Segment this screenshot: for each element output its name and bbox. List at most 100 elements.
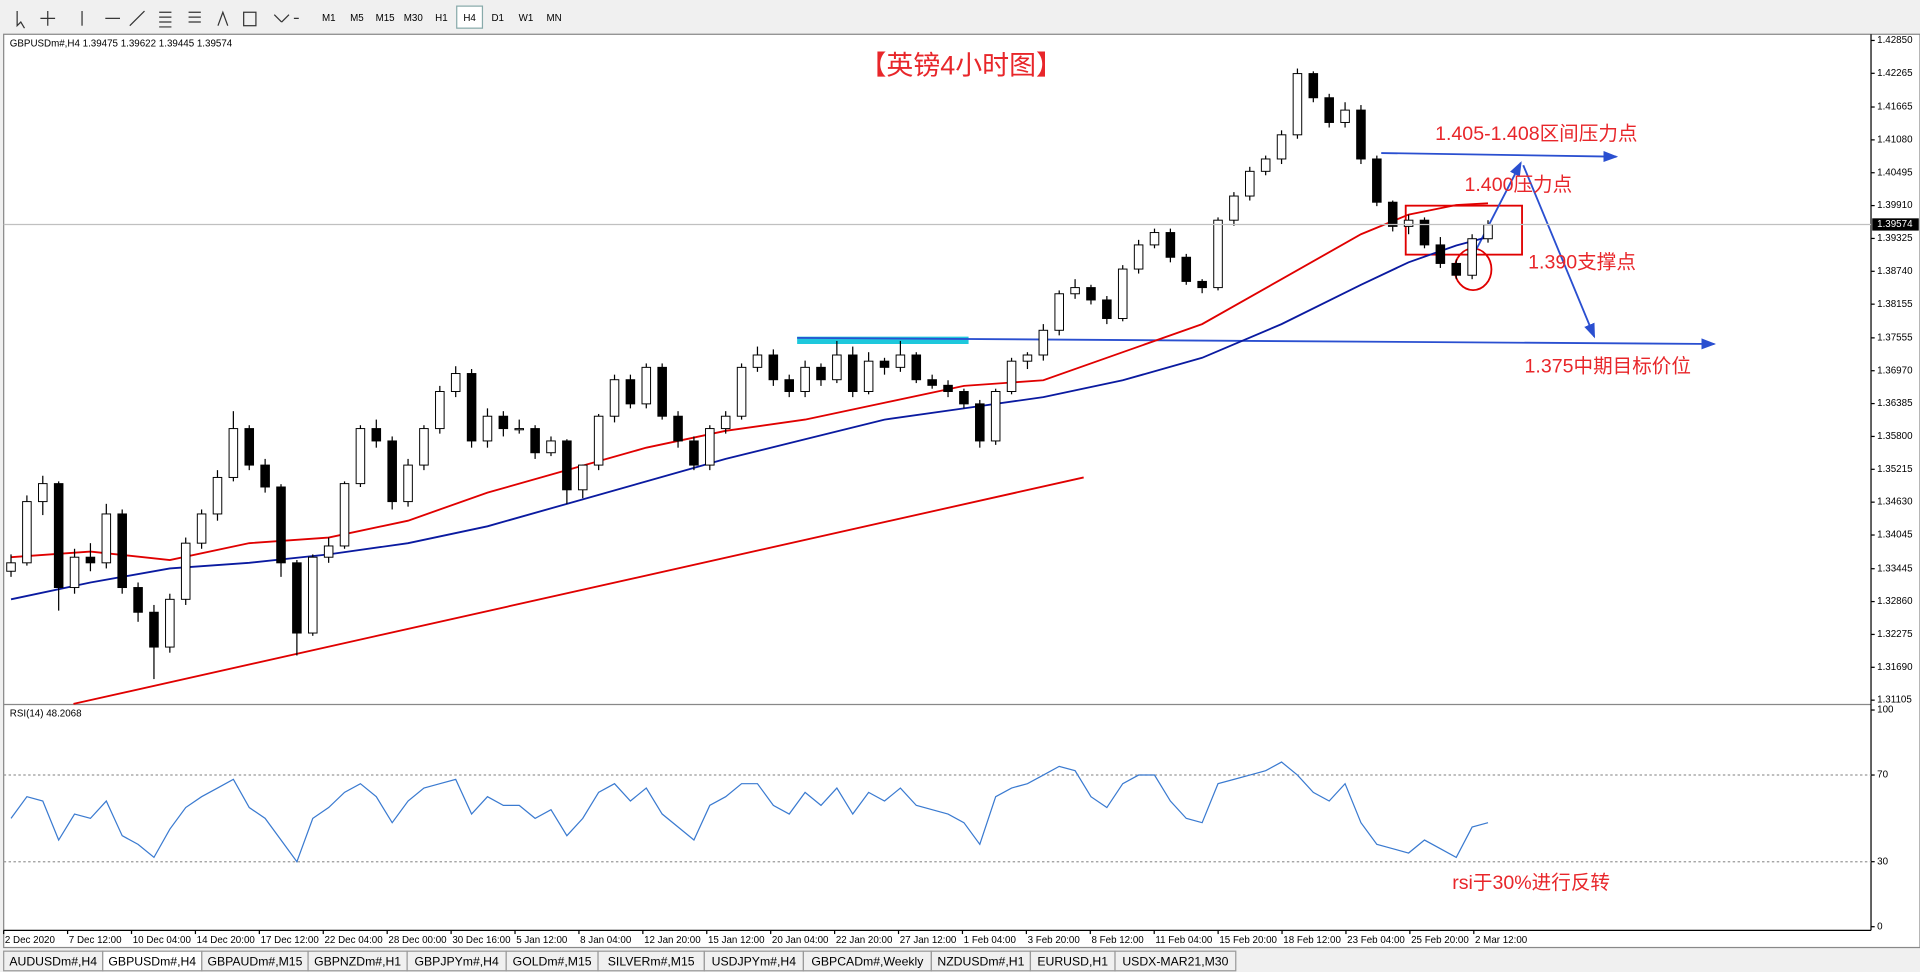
candle-body — [1435, 244, 1446, 264]
annotation: 1.375中期目标价位 — [1524, 355, 1690, 377]
tab-label[interactable]: GBPCADm#,Weekly — [811, 954, 924, 968]
timeframe-button[interactable]: M1 — [322, 13, 336, 24]
tab-label[interactable]: GBPNZDm#,H1 — [314, 954, 401, 968]
fibo-icon[interactable] — [188, 11, 201, 23]
candle-body — [196, 513, 207, 544]
candle-body — [1483, 224, 1493, 240]
trendline-icon[interactable] — [129, 10, 145, 27]
rsi-tick-label: 0 — [1877, 921, 1883, 932]
y-tick-label: 1.36385 — [1877, 398, 1913, 409]
candle-body — [1467, 238, 1477, 276]
x-tick-label: 12 Jan 20:00 — [644, 935, 701, 946]
candle-body — [6, 562, 16, 572]
candle-body — [165, 598, 175, 648]
timeframe-button[interactable]: M5 — [350, 13, 364, 24]
x-tick-label: 11 Feb 04:00 — [1155, 935, 1212, 946]
candle-body — [832, 354, 842, 381]
tab-label[interactable]: SILVERm#,M15 — [608, 954, 695, 968]
candle-body — [911, 354, 922, 381]
y-tick-label: 1.33445 — [1877, 563, 1913, 574]
candle-body — [720, 415, 731, 430]
candle-body — [609, 379, 620, 417]
y-tick-label: 1.36970 — [1877, 365, 1913, 376]
timeframe-button[interactable]: H1 — [435, 13, 448, 24]
timeframe-button[interactable]: W1 — [519, 13, 534, 24]
candle-body — [1213, 219, 1223, 289]
x-tick-label: 2 Mar 12:00 — [1475, 935, 1528, 946]
candle-body — [1022, 354, 1033, 362]
candle-body — [1245, 170, 1255, 197]
tab[interactable] — [1114, 950, 1237, 972]
candle-body — [69, 556, 80, 589]
candle-body — [260, 464, 270, 488]
tab-label[interactable]: USDX-MAR21,M30 — [1122, 954, 1228, 968]
y-tick-label: 1.31105 — [1877, 695, 1912, 706]
candle-body — [101, 513, 112, 564]
tab-label[interactable]: GOLDm#,M15 — [513, 954, 592, 968]
x-tick-label: 20 Jan 04:00 — [772, 935, 829, 946]
tab-label[interactable]: GBPAUDm#,M15 — [207, 954, 302, 968]
x-tick-label: 28 Dec 00:00 — [388, 935, 447, 946]
resistance-zone — [797, 336, 969, 344]
candle-body — [1308, 73, 1319, 99]
toolbar-icons — [16, 10, 299, 29]
candle-body — [371, 428, 382, 442]
cursor-icon[interactable] — [16, 11, 26, 29]
candle-body — [1133, 244, 1144, 270]
y-tick-label: 1.34045 — [1877, 530, 1913, 541]
timeframe-button[interactable]: M15 — [376, 13, 396, 24]
x-tick-label: 3 Feb 20:00 — [1028, 935, 1081, 946]
candle-body — [339, 483, 350, 547]
candle-body — [816, 366, 826, 381]
candle-body — [323, 545, 334, 558]
candle-body — [1403, 219, 1414, 227]
candle-body — [657, 366, 667, 417]
candle-body — [1372, 158, 1382, 203]
arrows-icon[interactable] — [273, 14, 299, 23]
y-tick-label: 1.40495 — [1877, 167, 1913, 178]
candle-body — [1070, 287, 1080, 295]
target-line — [797, 336, 1717, 350]
candle-body — [530, 428, 540, 454]
timeframe-button[interactable]: H4 — [463, 13, 476, 24]
candle-body — [895, 354, 906, 368]
tab-label[interactable]: NZDUSDm#,H1 — [937, 954, 1024, 968]
timeframe-button[interactable]: D1 — [491, 13, 504, 24]
tab-label[interactable]: GBPUSDm#,H4 — [108, 954, 196, 968]
resistance-line — [1381, 150, 1619, 163]
rsi-tick-label: 100 — [1877, 705, 1894, 716]
tab-label[interactable]: USDJPYm#,H4 — [712, 954, 797, 968]
timeframe-button[interactable]: M30 — [404, 13, 424, 24]
tab-label[interactable]: EURUSD,H1 — [1037, 954, 1108, 968]
candle-body — [22, 501, 32, 564]
x-tick-label: 22 Jan 20:00 — [836, 935, 893, 946]
rsi-tick-label: 30 — [1877, 856, 1888, 867]
analysis-drawings — [73, 150, 1717, 705]
x-tick-label: 25 Feb 20:00 — [1411, 935, 1469, 946]
candle-body — [641, 366, 652, 405]
consolidation-box — [1404, 204, 1523, 256]
tab-label[interactable]: GBPJPYm#,H4 — [415, 954, 500, 968]
candle-body — [117, 513, 127, 589]
candle-body — [625, 379, 636, 405]
candle-body — [768, 354, 779, 381]
candle-body — [689, 440, 699, 466]
candle-body — [276, 486, 286, 564]
candle-body — [1451, 262, 1462, 276]
tab-label[interactable]: AUDUSDm#,H4 — [9, 954, 97, 968]
y-tick-label: 1.34630 — [1877, 497, 1913, 508]
crosshair-icon[interactable] — [40, 11, 56, 26]
channel-icon[interactable] — [159, 11, 172, 28]
candle-body — [1356, 109, 1366, 160]
candle-body — [1387, 201, 1398, 227]
text-icon[interactable] — [217, 10, 229, 26]
x-tick-label: 15 Feb 20:00 — [1219, 935, 1277, 946]
timeframe-button[interactable]: MN — [546, 13, 561, 24]
label-icon[interactable] — [243, 11, 257, 27]
candle-body — [180, 542, 191, 600]
candle-body — [879, 360, 890, 368]
moving-average — [10, 236, 1489, 601]
candle-body — [1054, 293, 1064, 331]
candle-body — [355, 428, 366, 485]
